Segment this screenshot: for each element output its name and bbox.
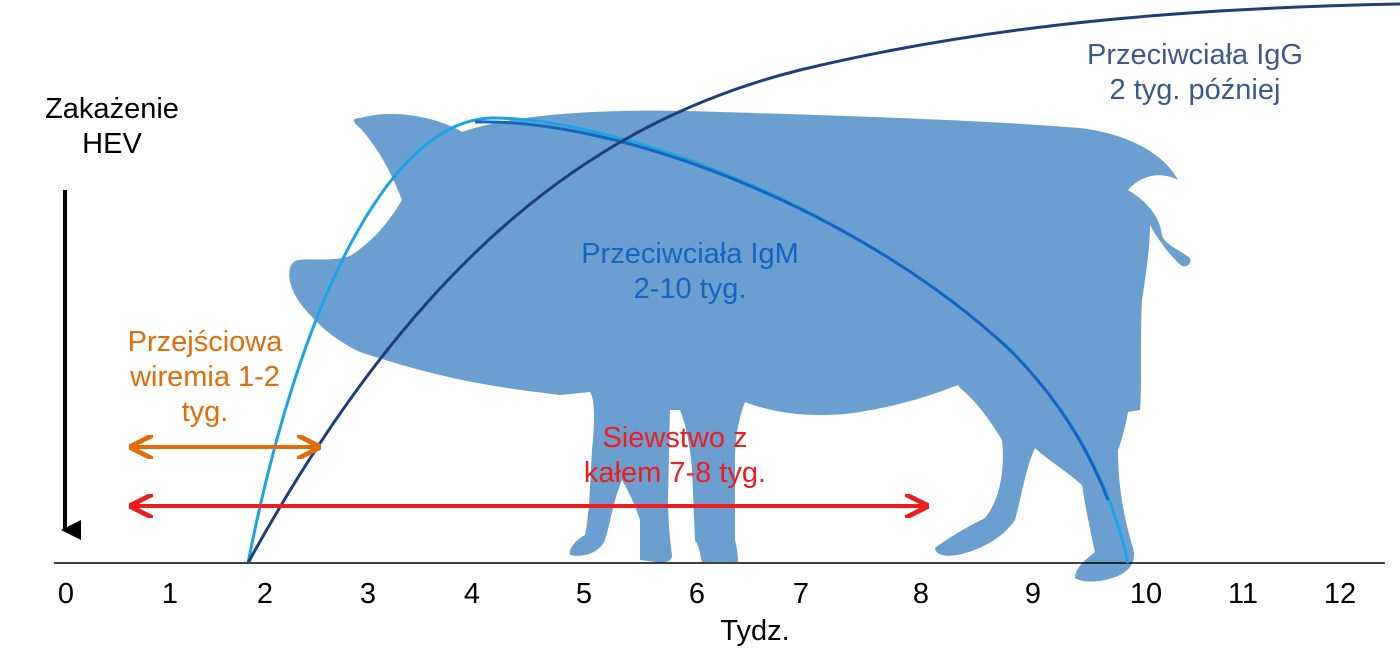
tick-label: 2 (256, 578, 274, 610)
igm-curve-dark (474, 120, 1110, 501)
igg-curve (246, 2, 1400, 564)
tick-label: 1 (161, 578, 179, 610)
tick-label: 3 (359, 578, 377, 610)
shedding-label: Siewstwo z kałem 7-8 tyg. (545, 421, 805, 491)
tick-label: 11 (1227, 578, 1259, 610)
viremia-label-line3: tyg. (181, 395, 229, 428)
igm-label: Przeciwciała IgM 2-10 tyg. (540, 237, 840, 307)
shedding-label-line1: Siewstwo z (602, 422, 748, 454)
infection-label-line1: Zakażenie (45, 93, 179, 125)
igg-label: Przeciwciała IgG 2 tyg. później (1055, 38, 1335, 108)
tick-label: 9 (1024, 578, 1042, 610)
igg-label-line2: 2 tyg. później (1109, 73, 1281, 106)
shedding-label-line2: kałem 7-8 tyg. (583, 456, 767, 489)
tick-label: 6 (688, 578, 706, 610)
tick-label: 4 (463, 578, 481, 610)
tick-label: 8 (912, 578, 930, 610)
infection-label-line2: HEV (82, 127, 142, 160)
tick-label: 12 (1323, 578, 1357, 610)
tick-label: 7 (792, 578, 810, 610)
pig-silhouette-icon (289, 110, 1191, 582)
igm-label-line2: 2-10 tyg. (633, 272, 747, 305)
viremia-label-line2: wiremia 1-2 (130, 360, 280, 393)
viremia-label: Przejściowa wiremia 1-2 tyg. (95, 325, 315, 429)
viremia-label-line1: Przejściowa (127, 326, 283, 358)
infection-label: Zakażenie HEV (22, 92, 202, 162)
igm-label-line1: Przeciwciała IgM (581, 238, 799, 270)
igg-label-line1: Przeciwciała IgG (1087, 39, 1303, 71)
tick-label: 10 (1129, 578, 1163, 610)
tick-label: 0 (57, 578, 75, 610)
axis-title: Tydz. (720, 615, 790, 647)
tick-label: 5 (575, 578, 593, 610)
